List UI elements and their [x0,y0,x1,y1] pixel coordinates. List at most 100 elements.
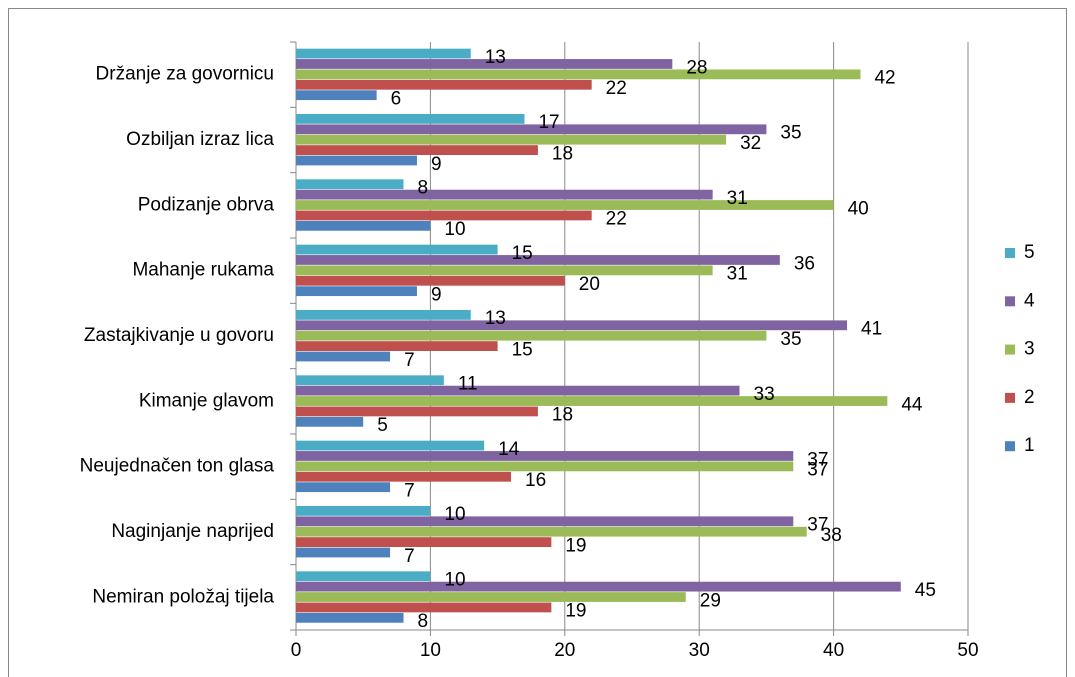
bar [296,396,888,406]
bar [296,547,391,558]
y-tick-label: Zastajkivanje u govoru [84,325,274,346]
bar [296,440,485,451]
data-label: 16 [525,470,546,491]
legend-swatch [1005,296,1015,307]
data-label: 37 [807,449,828,470]
data-label: 6 [391,88,402,109]
data-label: 7 [404,480,415,501]
bar [296,385,740,396]
legend-label: 5 [1024,242,1035,263]
bar [296,461,794,472]
bar [296,612,404,623]
y-tick-label: Nemiran položaj tijela [92,586,274,607]
x-tick-label: 30 [689,640,710,661]
legend-label: 3 [1024,339,1035,360]
bar [296,571,431,582]
bar [296,341,498,351]
legend-swatch [1005,392,1015,403]
y-tick-label: Kimanje glavom [139,390,274,411]
legend-label: 2 [1024,387,1035,408]
data-label: 40 [848,198,869,219]
bar [296,602,552,613]
bar [296,330,767,341]
data-label: 37 [807,515,828,536]
bar [296,265,713,276]
bar [296,220,431,231]
data-label: 17 [538,112,559,133]
x-tick-label: 0 [291,640,302,661]
legend-label: 1 [1024,435,1035,456]
x-tick-label: 20 [554,640,575,661]
legend-swatch [1005,441,1015,452]
bar [296,189,713,200]
legend-label: 4 [1024,290,1035,311]
y-tick-label: Držanje za govornicu [96,64,274,85]
data-label: 29 [700,590,721,611]
data-label: 9 [431,284,442,305]
bar [296,90,377,101]
bar [296,179,404,190]
bar [296,310,471,320]
data-label: 7 [404,350,415,371]
bar [296,451,794,461]
data-label: 7 [404,546,415,567]
data-label: 35 [780,123,801,144]
data-label: 14 [498,439,520,460]
data-label: 19 [565,535,586,556]
data-label: 10 [444,219,465,240]
bar [296,275,565,286]
bar [296,581,901,592]
data-label: 33 [754,384,775,405]
bar [296,320,848,331]
data-label: 18 [552,405,573,426]
data-label: 31 [727,264,748,285]
bar [296,134,727,145]
data-label: 38 [821,525,842,546]
bar [296,59,673,69]
data-label: 31 [727,188,748,209]
data-label: 22 [606,78,627,99]
data-label: 42 [874,68,895,89]
data-label: 36 [794,253,815,274]
data-label: 35 [780,329,801,350]
x-tick-label: 10 [420,640,441,661]
bar [296,210,592,221]
x-tick-label: 40 [823,640,844,661]
data-label: 32 [740,133,761,154]
bar [296,155,417,166]
data-label: 15 [512,339,533,360]
data-label: 41 [861,319,882,340]
legend-swatch [1005,248,1015,258]
x-tick-label: 50 [957,640,978,661]
data-label: 44 [901,394,923,415]
bar [296,471,512,482]
y-tick-label: Mahanje rukama [132,260,274,281]
legend-swatch [1005,344,1015,355]
bar [296,255,780,265]
bar [296,516,794,527]
data-label: 10 [444,504,465,525]
bar [296,286,417,297]
bar [296,200,834,210]
data-label: 5 [377,415,388,436]
data-label: 8 [418,611,429,632]
bar [296,351,391,362]
data-label: 37 [807,460,828,481]
bar [296,406,538,417]
bar [296,114,525,124]
bar [296,482,391,493]
data-label: 19 [565,601,586,622]
data-label: 45 [915,580,936,601]
y-tick-label: Ozbiljan izraz lica [126,129,274,150]
y-tick-label: Naginjanje naprijed [111,521,274,542]
chart-border [8,8,1067,677]
data-label: 18 [552,143,573,164]
bar [296,375,444,386]
bar [296,244,498,255]
bar [296,48,471,59]
data-label: 20 [579,274,600,295]
y-tick-label: Podizanje obrva [138,194,275,215]
bar [296,124,767,135]
data-label: 13 [485,308,506,329]
